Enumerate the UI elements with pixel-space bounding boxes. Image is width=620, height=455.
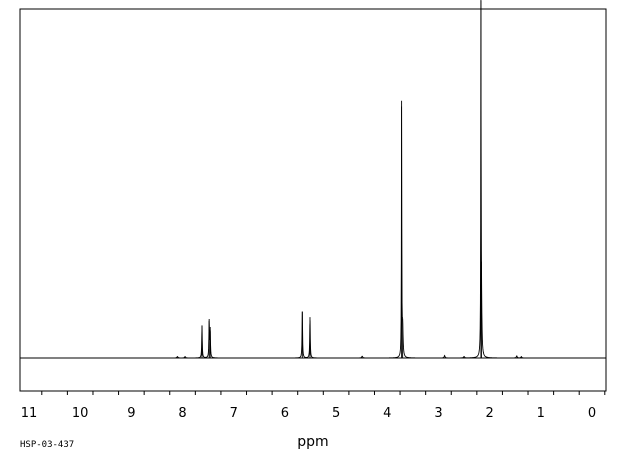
tick-label-9: 9 bbox=[127, 406, 135, 421]
tick-label-7: 7 bbox=[230, 406, 238, 421]
tick-label-3: 3 bbox=[434, 406, 442, 421]
tick-label-5: 5 bbox=[332, 406, 340, 421]
sample-code-label: HSP-03-437 bbox=[20, 440, 74, 450]
tick-label-1: 1 bbox=[537, 406, 545, 421]
tick-label-0: 0 bbox=[588, 406, 596, 421]
x-axis-ticks bbox=[41, 391, 606, 395]
spectrum-line bbox=[21, 0, 605, 359]
plot-frame bbox=[19, 8, 607, 392]
tick-label-4: 4 bbox=[383, 406, 391, 421]
tick-label-11: 11 bbox=[21, 406, 38, 421]
x-axis-tick-labels: 11 10 9 8 7 6 5 4 3 2 1 0 bbox=[21, 406, 596, 421]
tick-label-8: 8 bbox=[178, 406, 186, 421]
x-axis-title: ppm bbox=[297, 434, 328, 450]
tick-label-10: 10 bbox=[72, 406, 89, 421]
tick-label-2: 2 bbox=[485, 406, 493, 421]
tick-label-6: 6 bbox=[281, 406, 289, 421]
